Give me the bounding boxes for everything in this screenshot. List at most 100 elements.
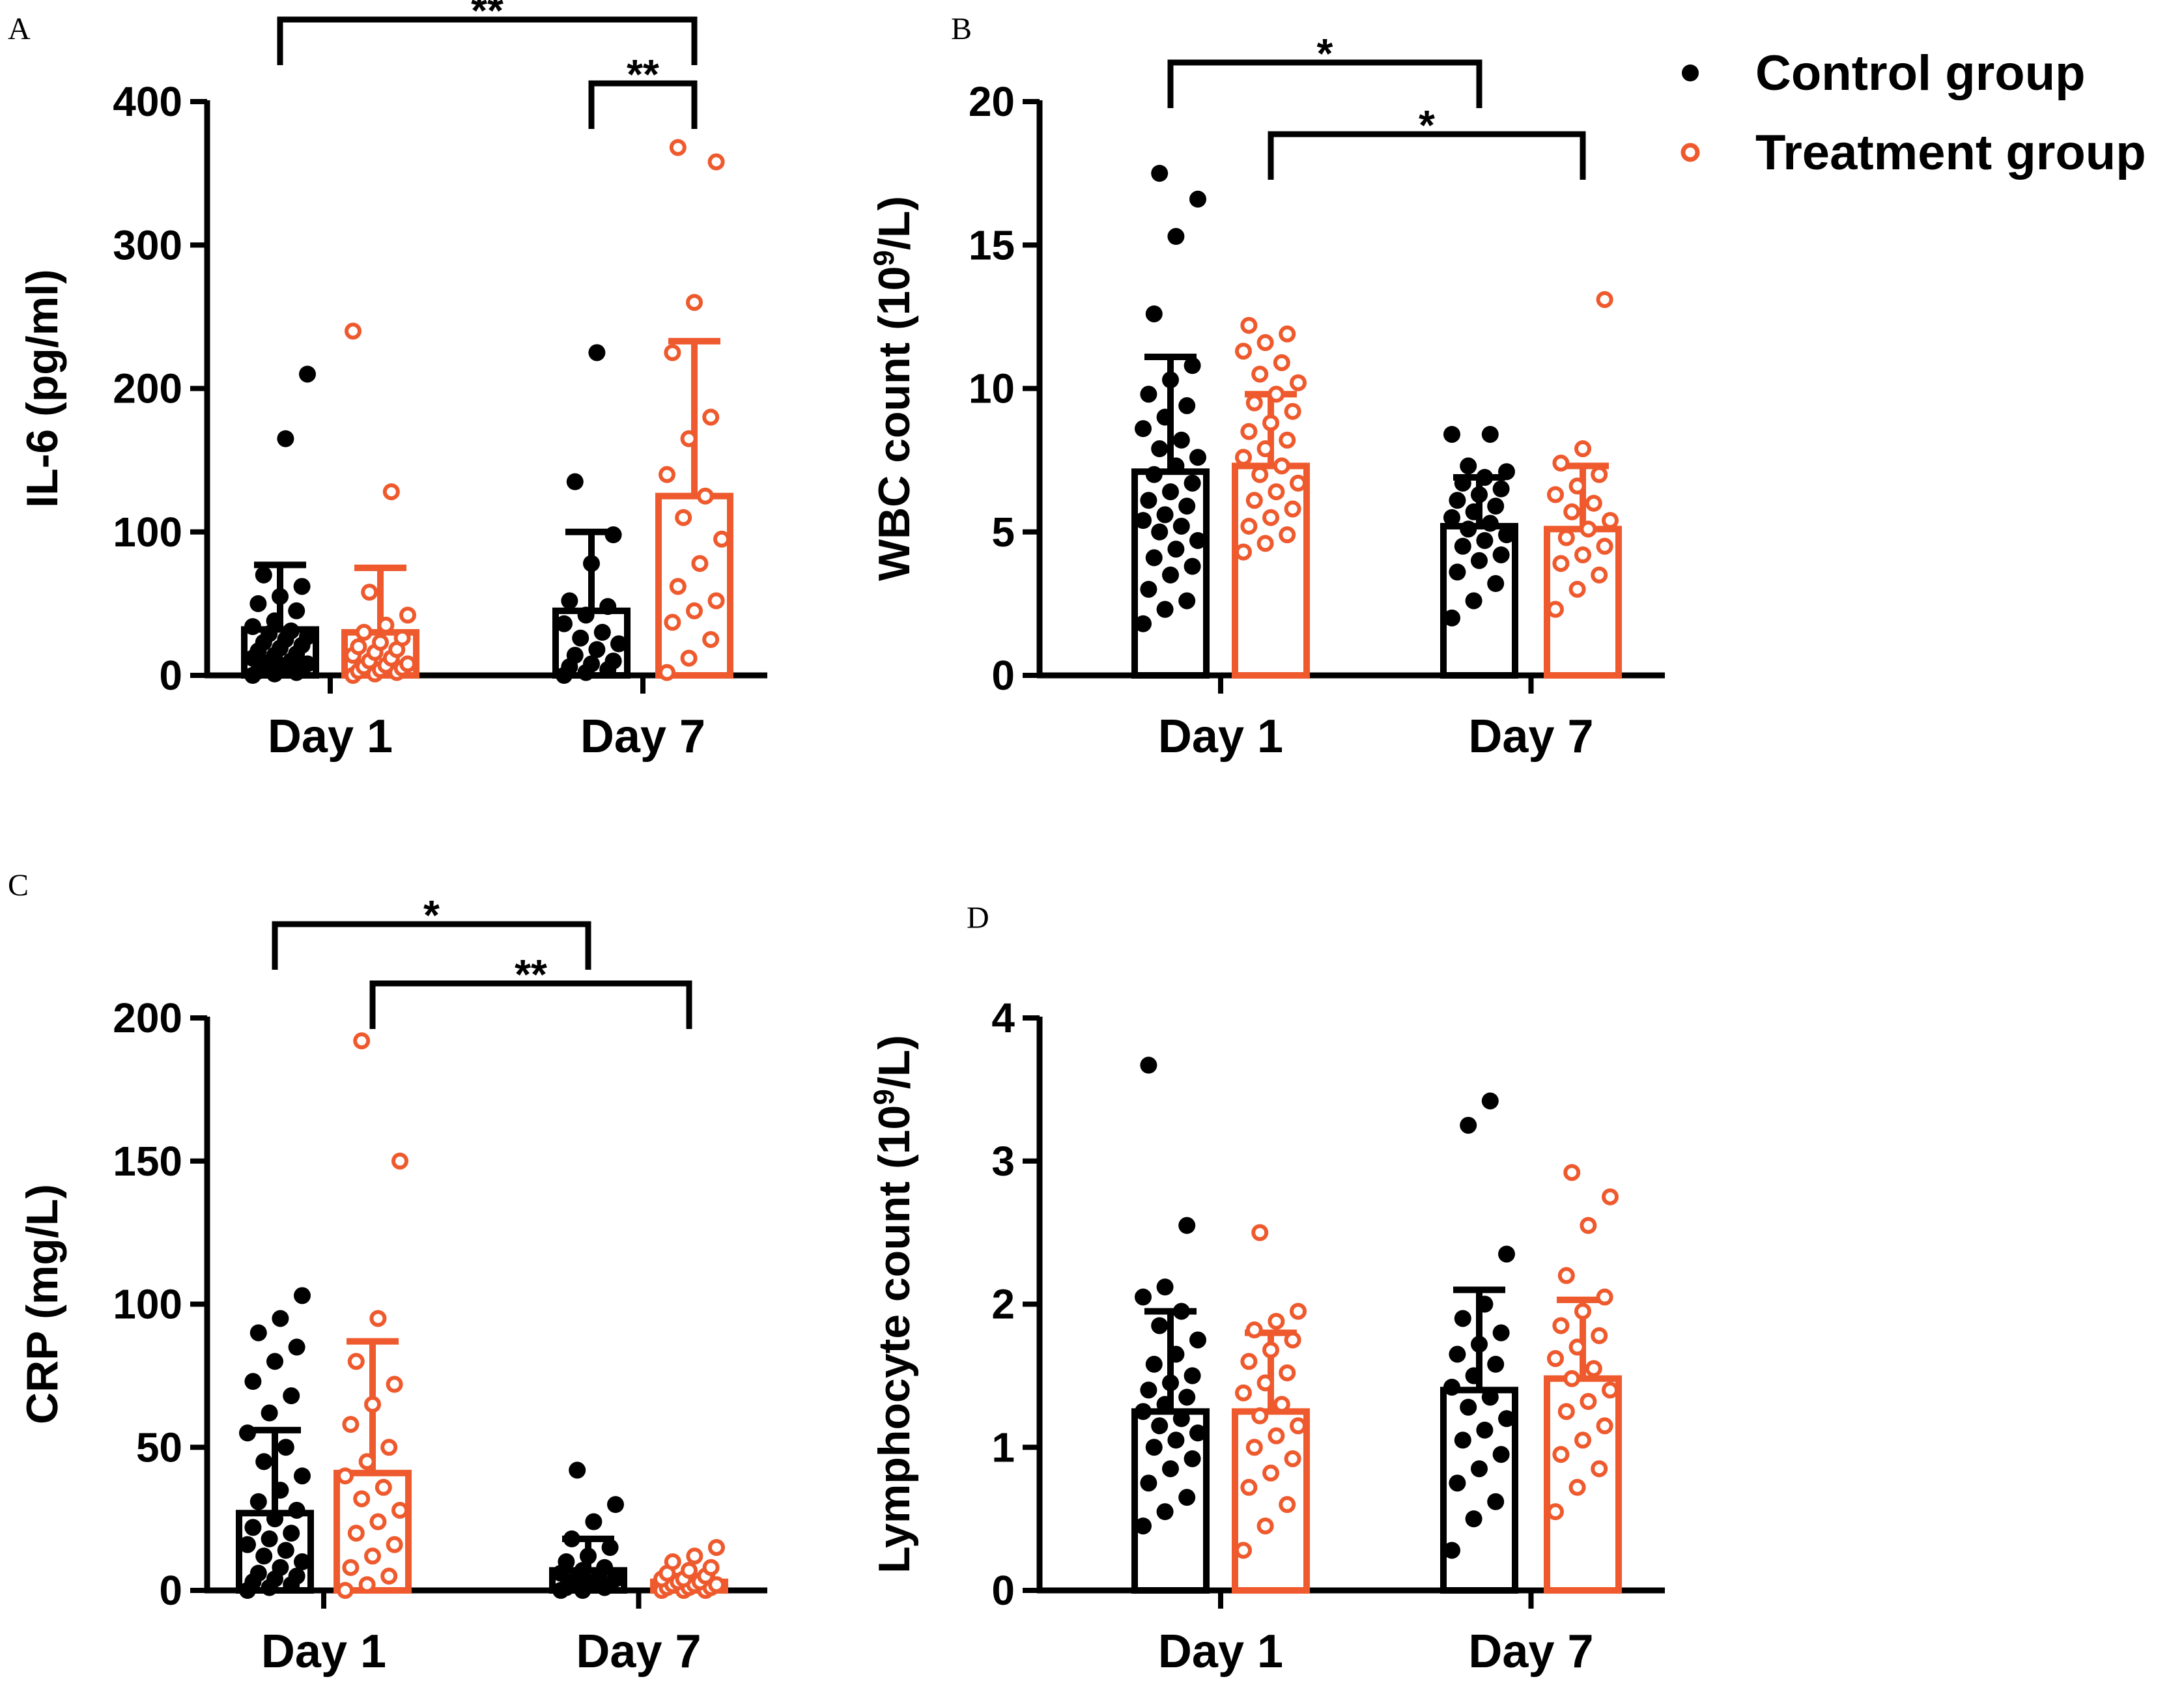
data-point	[577, 606, 595, 624]
data-point	[288, 602, 305, 619]
data-point	[1235, 343, 1252, 360]
data-point	[1235, 543, 1252, 561]
data-point	[288, 1501, 305, 1519]
data-point	[1471, 1460, 1488, 1478]
data-point	[1279, 526, 1296, 544]
data-point	[1245, 492, 1263, 509]
data-point	[277, 1542, 294, 1559]
data-point	[299, 365, 316, 383]
data-point	[1443, 1542, 1460, 1559]
legend-marker-treatment	[1681, 143, 1700, 162]
y-tick-label: 2	[991, 1281, 1015, 1328]
data-point	[1449, 492, 1466, 509]
x-tick-label: Day 1	[1158, 711, 1283, 763]
data-point	[580, 1547, 597, 1565]
data-point	[1552, 1317, 1570, 1334]
data-point	[353, 1490, 371, 1508]
panel-letter: C	[8, 868, 29, 903]
data-point	[1178, 1389, 1196, 1406]
data-point	[1273, 354, 1290, 371]
data-point	[358, 1576, 376, 1594]
data-point	[255, 1547, 273, 1565]
data-point	[380, 1568, 398, 1585]
data-point	[1156, 1396, 1174, 1413]
data-point	[702, 408, 720, 426]
data-point	[1151, 1417, 1169, 1435]
data-point	[239, 1536, 256, 1553]
data-point	[1465, 503, 1482, 520]
data-point	[377, 616, 395, 634]
x-tick-label: Day 7	[1468, 1626, 1593, 1678]
data-point	[1235, 1542, 1252, 1559]
significance-label: *	[1317, 30, 1333, 77]
data-point	[1492, 1324, 1510, 1342]
data-point	[1481, 1389, 1499, 1406]
x-tick-label: Day 7	[580, 711, 705, 763]
data-point	[1140, 492, 1157, 509]
data-point	[342, 1416, 360, 1433]
data-point	[566, 647, 584, 664]
data-point	[1454, 537, 1471, 555]
data-point	[1284, 500, 1301, 518]
data-point	[350, 638, 367, 655]
data-point	[294, 1467, 311, 1485]
x-tick-label: Day 1	[1158, 1626, 1283, 1678]
data-point	[1240, 317, 1258, 334]
data-point	[1256, 440, 1274, 458]
data-point	[1268, 483, 1285, 501]
data-point	[353, 1032, 371, 1050]
data-point	[1256, 1517, 1274, 1535]
data-point	[1135, 1517, 1152, 1535]
data-point	[1162, 566, 1179, 584]
legend-marker-control	[1682, 64, 1699, 81]
data-point	[1145, 305, 1163, 322]
data-point	[1151, 1317, 1169, 1334]
data-point	[358, 1453, 376, 1471]
data-point	[1184, 357, 1201, 374]
data-point	[1547, 600, 1564, 618]
data-point	[1167, 1431, 1185, 1449]
data-point	[604, 526, 622, 544]
y-tick-label: 15	[969, 221, 1015, 268]
data-point	[266, 1353, 283, 1370]
data-point	[1262, 414, 1279, 432]
x-tick-label: Day 7	[1468, 711, 1593, 763]
data-point	[294, 1287, 311, 1304]
data-point	[1284, 402, 1301, 420]
data-point	[702, 1558, 720, 1576]
data-point	[1476, 469, 1494, 486]
data-point	[610, 635, 627, 653]
y-tick-label: 100	[113, 1281, 182, 1328]
data-point	[1167, 1346, 1185, 1363]
data-point	[1557, 1267, 1575, 1284]
data-point	[1290, 374, 1307, 391]
data-point	[249, 1493, 267, 1510]
data-point	[1602, 1188, 1619, 1206]
data-point	[607, 1570, 624, 1588]
data-point	[1574, 440, 1591, 458]
bar-treatment	[655, 492, 733, 679]
data-point	[1256, 1374, 1274, 1392]
data-point	[681, 1562, 698, 1579]
data-point	[1580, 520, 1597, 538]
data-point	[364, 1396, 381, 1413]
data-point	[604, 652, 622, 670]
data-point	[1465, 1510, 1482, 1528]
data-point	[1492, 480, 1510, 498]
data-point	[1245, 394, 1263, 412]
data-point	[386, 1375, 403, 1393]
data-point	[558, 1553, 575, 1571]
data-point	[708, 1576, 725, 1594]
data-point	[1151, 165, 1169, 182]
data-point	[664, 1553, 681, 1571]
data-point	[283, 1525, 300, 1542]
data-point	[255, 566, 272, 584]
data-point	[1596, 1417, 1613, 1435]
data-point	[1465, 592, 1482, 610]
y-axis-label: CRP (mg/L)	[18, 1184, 67, 1424]
data-point	[1184, 1450, 1201, 1467]
legend-label: Treatment group	[1755, 125, 2146, 180]
data-point	[293, 578, 311, 595]
significance-label: **	[627, 51, 659, 98]
